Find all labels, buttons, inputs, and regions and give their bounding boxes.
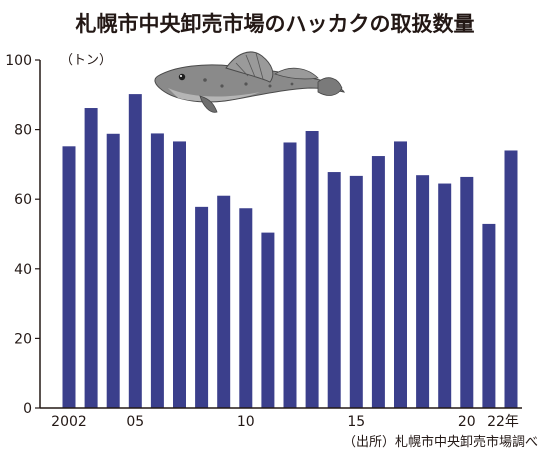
bar-2003 (84, 108, 98, 409)
x-tick-label: 22年 (487, 414, 519, 430)
y-tick-label: 0 (23, 401, 32, 417)
bar-2022 (504, 150, 518, 409)
bar-2010 (239, 208, 253, 408)
y-tick-label: 40 (14, 262, 32, 278)
bar-2021 (482, 223, 496, 408)
bar-2011 (261, 232, 275, 408)
y-tick-label: 100 (5, 53, 32, 69)
bar-2009 (217, 195, 231, 408)
bar-2019 (438, 183, 452, 408)
bar-2012 (283, 142, 297, 408)
x-tick-label: 20 (458, 414, 476, 430)
bars (62, 94, 518, 409)
y-tick-label: 60 (14, 192, 32, 208)
bar-2014 (327, 172, 341, 408)
y-tick-label: 20 (14, 331, 32, 347)
bar-2017 (394, 141, 407, 408)
bar-2002 (62, 146, 76, 408)
bar-2020 (460, 176, 474, 408)
bar-2007 (173, 141, 186, 408)
y-axis-ticks: 0 20 40 60 80 100 (5, 53, 40, 417)
bar-2016 (371, 156, 385, 408)
hakkaku-fish-illustration (154, 51, 345, 113)
bar-2005 (128, 94, 142, 408)
bar-2004 (106, 133, 120, 408)
bar-2013 (305, 130, 319, 408)
y-unit-label: （トン） (60, 53, 112, 68)
x-tick-label: 05 (126, 414, 144, 430)
x-axis-ticks: 2002 05 10 15 20 22年 (51, 414, 519, 430)
bar-2015 (349, 175, 363, 408)
x-tick-label: 10 (237, 414, 255, 430)
y-tick-label: 80 (14, 123, 32, 139)
bar-2008 (195, 206, 209, 408)
x-tick-label: 2002 (51, 414, 87, 430)
x-tick-label: 15 (347, 414, 365, 430)
source-note: （出所）札幌市中央卸売市場調べ (343, 434, 538, 450)
bar-2018 (416, 175, 430, 408)
bar-2006 (150, 133, 164, 409)
chart-title: 札幌市中央卸売市場のハッカクの取扱数量 (75, 12, 475, 36)
